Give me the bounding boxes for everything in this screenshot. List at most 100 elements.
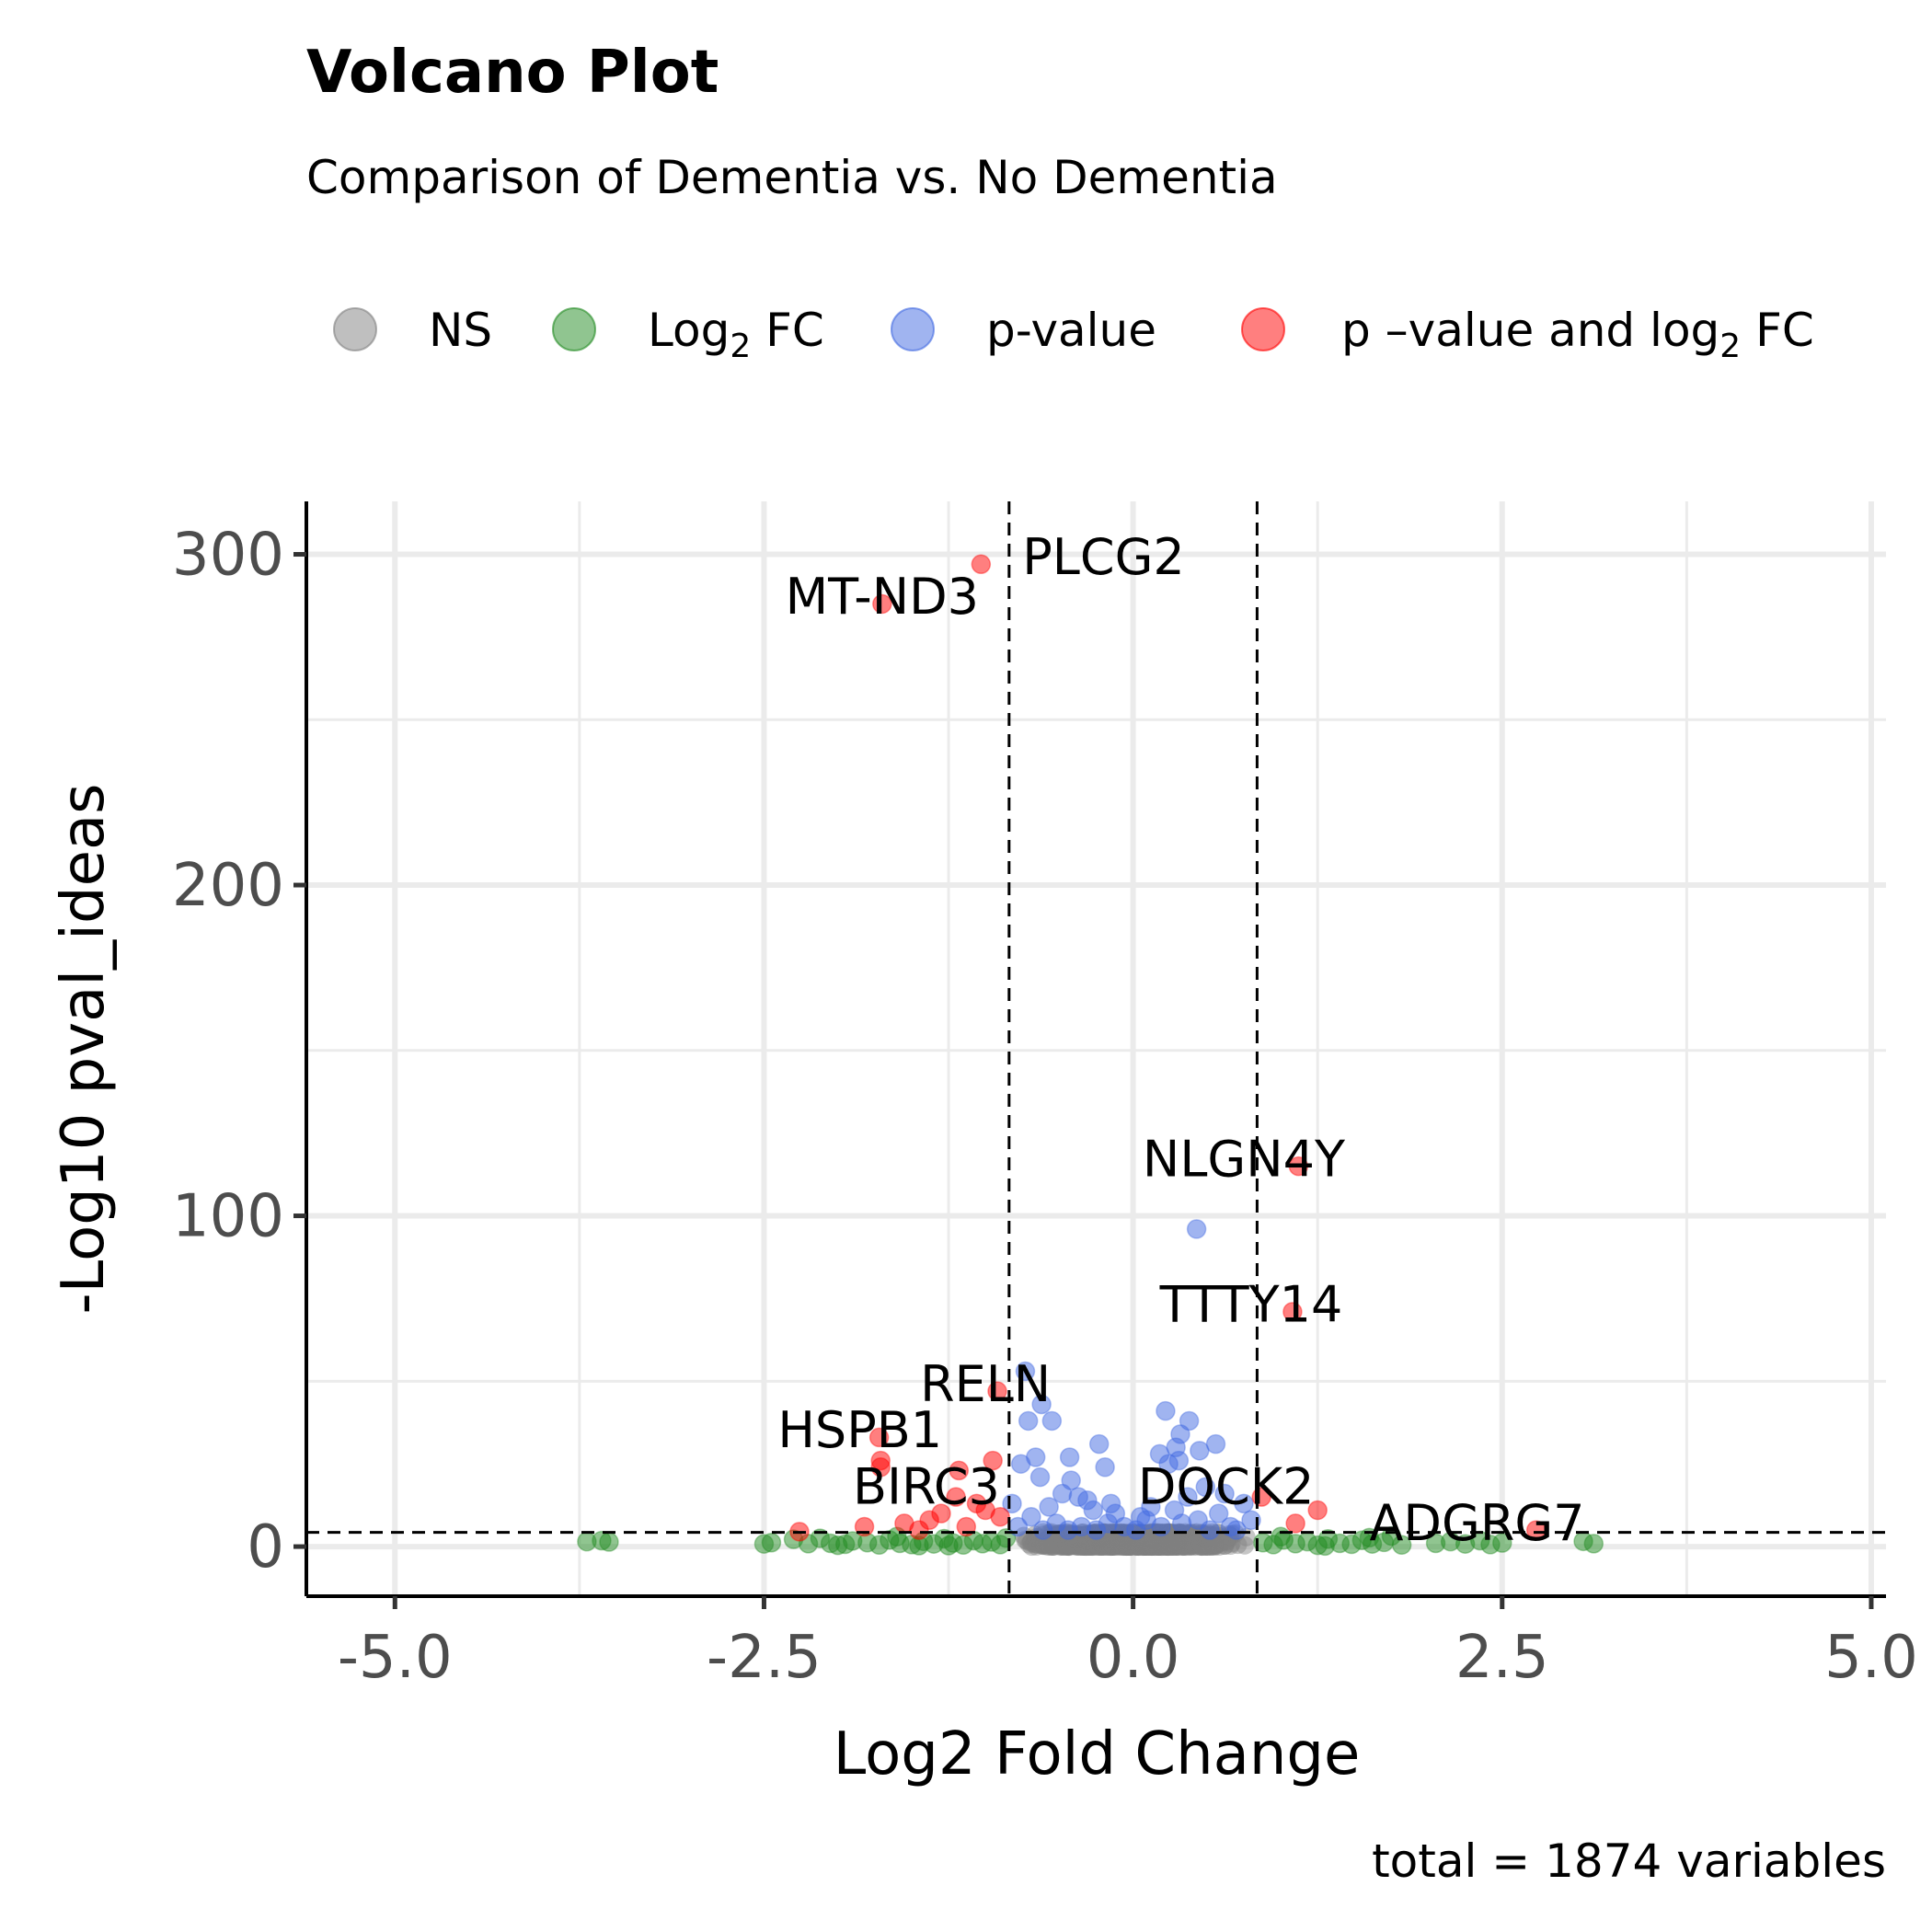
ns-point: [1182, 1525, 1202, 1545]
ns-point: [1041, 1536, 1060, 1556]
ns-point: [1106, 1531, 1125, 1550]
ns-point: [1096, 1535, 1115, 1555]
ns-point: [1082, 1536, 1101, 1556]
ns-point: [1098, 1536, 1118, 1556]
ns-point: [1126, 1534, 1145, 1553]
ns-point: [1157, 1536, 1177, 1556]
ns-point: [1169, 1529, 1189, 1548]
ns-point: [1167, 1536, 1186, 1556]
ns-point: [1115, 1535, 1134, 1555]
ns-point: [1081, 1535, 1100, 1555]
ns-point: [1114, 1535, 1133, 1555]
ns-point: [1155, 1534, 1174, 1553]
ns-point: [1048, 1534, 1067, 1553]
ns-point: [1188, 1531, 1207, 1550]
ns-point: [1022, 1532, 1041, 1551]
ns-point: [1077, 1536, 1097, 1556]
ns-point: [1164, 1535, 1183, 1555]
ns-point: [1123, 1535, 1143, 1554]
pfc-point: [987, 1381, 1007, 1401]
ns-point: [1178, 1531, 1197, 1550]
grid-lines: [306, 501, 1886, 1596]
ns-point: [1139, 1535, 1158, 1555]
ns-point: [1147, 1534, 1167, 1553]
ns-point: [1153, 1532, 1172, 1551]
ns-point: [1080, 1535, 1099, 1554]
ns-point: [1115, 1536, 1134, 1556]
pfc-point: [909, 1520, 929, 1540]
ns-point: [1081, 1537, 1100, 1557]
ns-point: [1192, 1537, 1212, 1557]
ns-point: [1129, 1535, 1148, 1555]
ns-point: [1155, 1537, 1174, 1557]
ns-point: [1127, 1535, 1146, 1554]
ns-point: [1188, 1530, 1207, 1549]
ns-point: [1056, 1536, 1075, 1556]
ns-point: [1088, 1535, 1108, 1555]
ns-point: [1141, 1532, 1160, 1551]
ns-point: [1186, 1530, 1205, 1549]
ns-point: [1175, 1530, 1194, 1549]
pfc-point: [949, 1460, 970, 1481]
ns-point: [1100, 1531, 1120, 1550]
ns-point: [1182, 1532, 1202, 1551]
ns-point: [1184, 1530, 1203, 1549]
ns-point: [1186, 1531, 1205, 1550]
ns-point: [1159, 1533, 1179, 1552]
ns-point: [1177, 1536, 1196, 1556]
ns-point: [1192, 1536, 1212, 1556]
ns-point: [1158, 1531, 1178, 1550]
ns-point: [1181, 1536, 1201, 1556]
ns-point: [1129, 1536, 1148, 1556]
ns-point: [1149, 1536, 1168, 1556]
ns-point: [1157, 1536, 1177, 1556]
ns-point: [1146, 1532, 1166, 1551]
ns-point: [1105, 1536, 1124, 1556]
gene-label-mt-nd3: MT-ND3: [786, 568, 979, 626]
ns-point: [1110, 1536, 1129, 1556]
ns-point: [1043, 1537, 1063, 1557]
ns-point: [1093, 1536, 1112, 1556]
ns-point: [1047, 1532, 1066, 1551]
ns-point: [1155, 1533, 1174, 1552]
ns-point: [1103, 1536, 1122, 1556]
ns-point: [1085, 1536, 1104, 1556]
ns-point: [1044, 1536, 1064, 1556]
ns-point: [1173, 1532, 1192, 1551]
ns-point: [1106, 1536, 1125, 1556]
ns-point: [1154, 1533, 1173, 1552]
ns-point: [1174, 1531, 1193, 1550]
ns-point: [1103, 1530, 1122, 1549]
ns-point: [1184, 1531, 1203, 1550]
ns-point: [1167, 1529, 1187, 1548]
ns-point: [1141, 1531, 1160, 1550]
ns-point: [1058, 1535, 1077, 1555]
ns-point: [1167, 1535, 1187, 1554]
ns-point: [1112, 1534, 1132, 1553]
ns-point: [1107, 1535, 1126, 1554]
ns-point: [1128, 1535, 1147, 1555]
ns-point: [1134, 1536, 1154, 1556]
ns-point: [1139, 1536, 1158, 1556]
ns-point: [1130, 1536, 1149, 1556]
p-point: [1058, 1520, 1078, 1540]
ns-point: [1164, 1533, 1183, 1552]
ns-point: [1137, 1535, 1156, 1555]
ns-point: [1112, 1534, 1132, 1553]
ns-point: [1052, 1535, 1071, 1554]
ns-point: [1151, 1532, 1170, 1551]
ns-point: [1156, 1532, 1175, 1551]
ns-point: [1061, 1535, 1080, 1555]
ns-point: [1117, 1534, 1136, 1553]
ns-point: [1114, 1533, 1133, 1552]
ns-point: [1102, 1531, 1121, 1550]
ns-point: [1175, 1536, 1194, 1556]
ns-point: [1149, 1531, 1168, 1550]
ns-point: [1057, 1536, 1076, 1556]
p-point: [1208, 1503, 1229, 1524]
ns-point: [1104, 1536, 1123, 1556]
legend-item-fc: Log2 FC: [552, 304, 824, 365]
ns-point: [1135, 1536, 1155, 1556]
ns-point: [1186, 1531, 1205, 1550]
